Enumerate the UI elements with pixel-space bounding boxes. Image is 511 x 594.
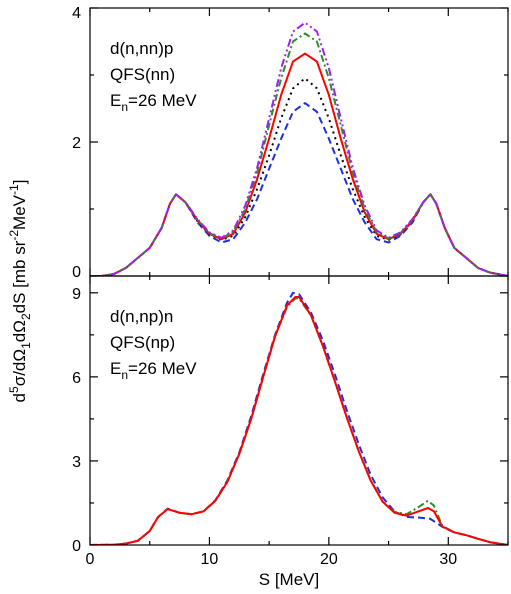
configuration-label: QFS(nn) <box>110 65 175 84</box>
y-tick-label: 0 <box>72 264 81 281</box>
series-line-1 <box>90 102 508 276</box>
x-tick-label: 0 <box>86 551 95 568</box>
curves <box>90 21 508 276</box>
y-tick-label: 0 <box>72 538 81 555</box>
x-tick-label: 20 <box>320 551 338 568</box>
energy-label: En=26 MeV <box>110 91 197 114</box>
energy-label: En=26 MeV <box>110 359 197 382</box>
series-line-1 <box>90 291 508 545</box>
x-axis-title: S [MeV] <box>259 570 319 589</box>
annotation: d(n,nn)p QFS(nn) En=26 MeV <box>110 39 197 114</box>
svg-text:d5σ/dΩ1dΩ2dS [mb sr-2MeV-1]: d5σ/dΩ1dΩ2dS [mb sr-2MeV-1] <box>7 180 33 403</box>
reaction-label: d(n,np)n <box>110 307 173 326</box>
y-tick-label: 2 <box>72 135 81 152</box>
y-tick-label: 3 <box>72 454 81 471</box>
plot-frame <box>89 275 509 546</box>
configuration-label: QFS(np) <box>110 333 175 352</box>
reaction-label: d(n,nn)p <box>110 39 173 58</box>
y-tick-label: 6 <box>72 370 81 387</box>
x-tick-label: 30 <box>439 551 457 568</box>
curves <box>90 291 508 545</box>
y-tick-label: 4 <box>72 5 81 22</box>
bottom-panel: 0 3 6 9 0 10 20 30 S [MeV] d(n,np)n QFS(np) En=26 M… <box>72 275 509 589</box>
series-line-5 <box>90 21 508 276</box>
x-tick-label: 10 <box>201 551 219 568</box>
y-tick-label: 9 <box>72 286 81 303</box>
top-panel: 0 2 4 d(n,nn)p QFS(nn) En=26 MeV <box>72 5 509 281</box>
y-axis-title: d5σ/dΩ1dΩ2dS [mb sr-2MeV-1] <box>7 180 33 403</box>
series-line-3 <box>90 296 508 545</box>
annotation: d(n,np)n QFS(np) En=26 MeV <box>110 307 197 382</box>
